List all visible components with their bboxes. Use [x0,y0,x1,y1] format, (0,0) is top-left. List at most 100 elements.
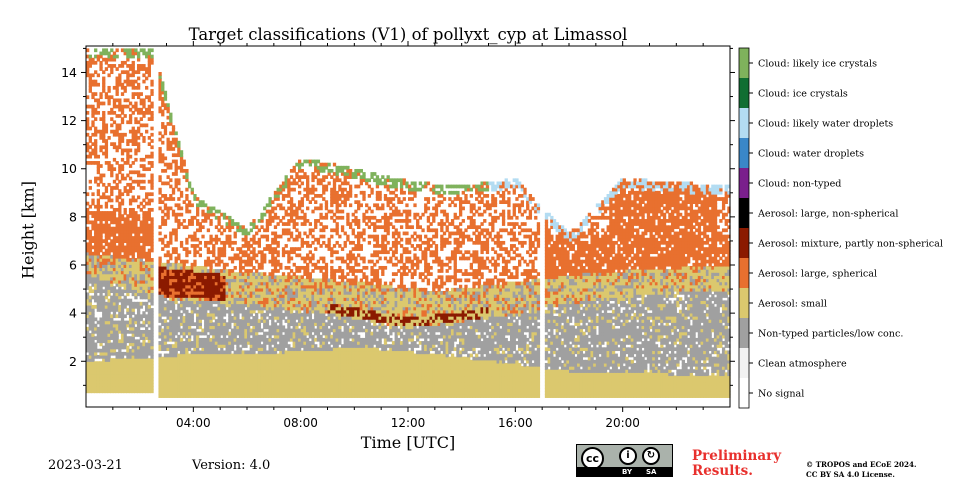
heatmap-cell [120,289,125,294]
heatmap-cell [306,381,310,386]
heatmap-cell [271,328,275,333]
heatmap-cell [104,383,109,387]
heatmap-cell [86,329,90,334]
heatmap-cell [99,226,103,231]
heatmap-cell [220,281,224,286]
heatmap-cell [316,372,321,377]
heatmap-cell [193,369,197,373]
heatmap-cell [94,367,98,372]
heatmap-cell [222,384,227,389]
heatmap-cell [247,384,251,389]
heatmap-cell [300,256,304,261]
heatmap-cell [110,54,114,59]
heatmap-cell [139,314,143,319]
heatmap-cell [279,219,283,223]
heatmap-cell [102,211,106,215]
heatmap-cell [163,253,168,258]
heatmap-cell [134,358,138,362]
heatmap-cell [238,384,243,389]
heatmap-cell [265,353,270,358]
heatmap-cell [249,272,253,276]
heatmap-cell [263,322,267,327]
heatmap-cell [139,364,143,369]
heatmap-cell [107,311,111,315]
heatmap-cell [308,325,312,330]
heatmap-cell [115,85,119,90]
heatmap-cell [281,362,286,367]
heatmap-cell [228,384,232,389]
heatmap-cell [136,345,141,350]
heatmap-cell [142,329,146,334]
heatmap-cell [222,278,227,283]
heatmap-cell [86,217,90,222]
heatmap-cell [104,239,109,243]
heatmap-cell [249,303,253,308]
heatmap-cell [263,234,267,239]
heatmap-cell [220,384,224,389]
heatmap-cell [297,391,302,395]
heatmap-cell [182,259,186,264]
heatmap-cell [297,203,302,208]
heatmap-cell [292,222,296,226]
heatmap-cell [255,375,259,380]
heatmap-cell [281,316,286,320]
heatmap-cell [94,348,98,353]
heatmap-cell [94,251,98,256]
heatmap-cell [142,286,146,290]
heatmap-cell [115,182,119,187]
heatmap-cell [169,178,173,183]
heatmap-cell [161,297,165,301]
heatmap-cell [136,292,141,297]
heatmap-cell [284,312,288,317]
heatmap-cell [112,373,117,378]
heatmap-cell [128,148,133,153]
heatmap-cell [126,217,130,222]
heatmap-cell [297,387,302,392]
heatmap-cell [104,126,109,131]
heatmap-cell [257,309,262,314]
heatmap-cell [115,270,119,275]
heatmap-cell [91,57,95,62]
heatmap-cell [297,356,302,361]
heatmap-cell [139,358,143,362]
heatmap-cell [123,236,127,240]
heatmap-cell [136,64,141,68]
heatmap-cell [300,387,304,392]
heatmap-cell [222,284,227,289]
heatmap-cell [230,287,235,292]
heatmap-cell [112,145,117,150]
heatmap-cell [102,320,106,325]
heatmap-cell [96,295,101,300]
heatmap-cell [284,387,288,392]
heatmap-cell [297,372,302,377]
heatmap-cell [225,347,229,352]
heatmap-cell [260,287,264,292]
heatmap-cell [131,376,135,381]
heatmap-cell [110,192,114,197]
heatmap-cell [185,325,189,330]
heatmap-cell [244,366,248,370]
heatmap-cell [260,256,264,261]
heatmap-cell [233,381,237,386]
heatmap-cell [241,297,245,301]
heatmap-cell [112,217,117,222]
heatmap-cell [142,367,146,372]
heatmap-cell [268,247,272,251]
heatmap-cell [284,291,288,295]
heatmap-cell [279,387,283,392]
heatmap-cell [308,316,312,320]
heatmap-cell [279,291,283,295]
heatmap-cell [147,367,151,372]
heatmap-cell [150,261,154,265]
heatmap-cell [179,391,184,395]
heatmap-cell [220,375,224,380]
heatmap-cell [190,369,194,373]
heatmap-cell [163,312,168,317]
heatmap-cell [169,184,173,189]
heatmap-cell [161,347,165,352]
heatmap-cell [209,344,213,348]
heatmap-cell [123,358,127,362]
heatmap-cell [120,117,125,121]
heatmap-cell [91,110,95,115]
